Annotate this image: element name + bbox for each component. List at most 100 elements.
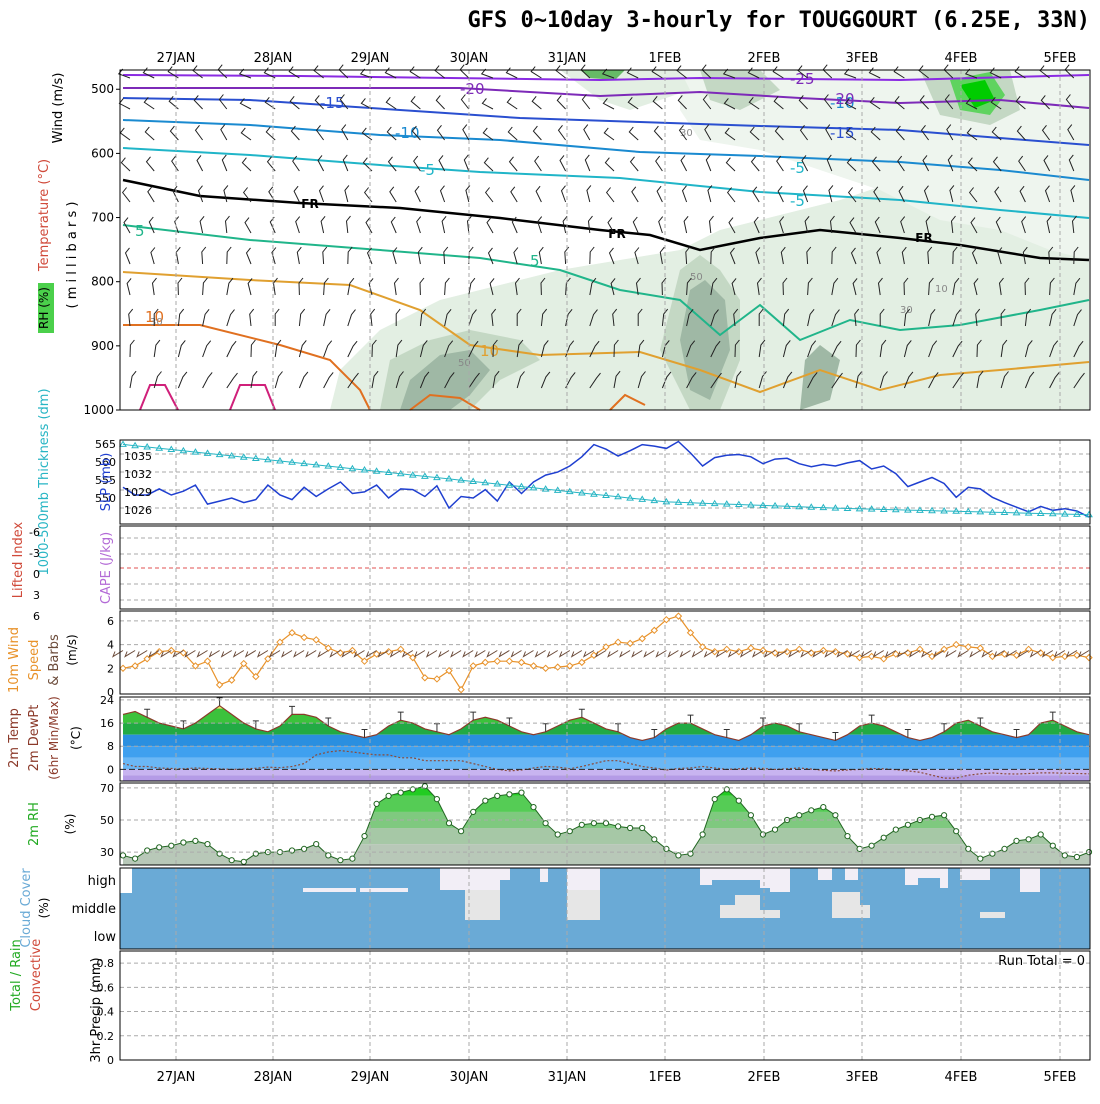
minmax-bar xyxy=(941,723,948,732)
wind-barb xyxy=(992,156,1002,172)
wind-barb xyxy=(126,278,132,296)
wind-barb xyxy=(416,216,422,234)
wind-barb xyxy=(468,340,479,358)
rh-marker xyxy=(856,845,863,853)
wind-barb xyxy=(683,215,689,234)
wind-barb xyxy=(224,215,230,234)
isotherm-1 xyxy=(123,87,1090,109)
wind-barb xyxy=(535,185,542,203)
wind-barb xyxy=(749,126,760,141)
wind-barb xyxy=(989,67,1002,79)
wind-barb xyxy=(613,370,621,389)
thickness-marker xyxy=(517,482,526,490)
thickness-marker xyxy=(577,488,586,496)
wind-barb xyxy=(293,650,305,658)
wind-barb xyxy=(129,370,137,389)
wind-barb xyxy=(993,650,1005,658)
wind-barb xyxy=(128,308,134,327)
ylabel-slp: SLP (mb) xyxy=(99,453,114,512)
run-total-label: Run Total = 0 xyxy=(998,954,1085,969)
thickness-marker xyxy=(710,499,719,507)
wind-barb xyxy=(247,278,253,296)
wind-barb xyxy=(920,124,930,141)
wind-barb xyxy=(829,215,835,234)
rh-marker xyxy=(180,839,187,846)
isotherm-label: 10 xyxy=(480,342,499,360)
rh-band xyxy=(123,786,1089,796)
wind-barb xyxy=(347,246,353,265)
wind-barb xyxy=(608,247,615,265)
wind-barb xyxy=(226,340,237,358)
wind-speed-marker xyxy=(952,640,960,649)
wind-barb xyxy=(661,277,667,296)
isotherm-8 xyxy=(123,324,371,411)
wind-barb xyxy=(729,247,736,265)
isotherm-label: -25 xyxy=(790,70,815,88)
wind-barb xyxy=(538,246,544,265)
rh-shade-top2 xyxy=(560,70,690,110)
minmax-bar xyxy=(977,717,984,726)
minmax-bar xyxy=(361,729,368,738)
wind-barb xyxy=(516,371,525,389)
wind-speed-marker xyxy=(372,650,381,658)
wind-tick-label: 2 xyxy=(107,662,114,675)
rh-band xyxy=(123,844,1089,865)
wind-barb xyxy=(831,340,842,358)
rh-panel-frame xyxy=(119,782,1091,866)
thickness-marker xyxy=(795,502,804,510)
wind-barb xyxy=(928,372,939,389)
minmax-bar xyxy=(144,708,151,718)
rh-band xyxy=(123,795,1089,812)
wind-speed-marker xyxy=(505,657,514,665)
ylabel-2m-rh: 2m RH xyxy=(27,802,42,846)
rh-marker xyxy=(627,824,634,832)
minmax-bar xyxy=(1013,729,1020,738)
wind-speed-marker xyxy=(227,676,236,684)
rh-shade-dark1 xyxy=(400,350,490,410)
cape-tick-label: 3 xyxy=(33,589,40,602)
wind-barb xyxy=(685,246,691,265)
wind-barb xyxy=(876,247,882,265)
wind-barb xyxy=(359,68,373,79)
wind-speed-marker xyxy=(626,639,634,648)
wind-barb xyxy=(121,187,131,203)
wind-barb xyxy=(710,340,721,358)
wind-barb xyxy=(655,155,663,172)
wind-barb xyxy=(879,371,888,389)
wind-speed-marker xyxy=(1012,651,1021,659)
wind-barb xyxy=(486,650,498,658)
wind-barb xyxy=(686,308,694,327)
wind-barb xyxy=(395,308,401,326)
minmax-bar xyxy=(687,714,694,724)
wind-barb xyxy=(970,217,978,234)
wind-barb xyxy=(680,155,688,172)
wind-barb xyxy=(510,650,522,658)
wind-barb xyxy=(1022,246,1028,265)
wind-barb xyxy=(776,650,788,658)
wind-barb xyxy=(175,246,181,265)
thickness-marker xyxy=(324,462,333,469)
rh-marker xyxy=(965,845,972,853)
wind-barb xyxy=(392,247,398,265)
wind-barb xyxy=(540,308,548,327)
temp-tick-label: 8 xyxy=(107,740,114,753)
wind-barb xyxy=(444,372,455,389)
thickness-marker xyxy=(529,483,538,491)
wind-barb xyxy=(990,96,1002,110)
wind-barb xyxy=(1024,277,1030,296)
wind-barb xyxy=(365,217,373,234)
rh-marker xyxy=(325,852,332,859)
wind-barb xyxy=(952,309,961,327)
wind-barb xyxy=(952,340,963,358)
wind-speed-marker xyxy=(819,646,828,655)
upper-panel-frame xyxy=(119,69,1091,411)
wind-barb xyxy=(124,247,131,265)
wind-barb xyxy=(995,216,1002,234)
thickness-marker xyxy=(698,499,707,506)
wind-barbs-upper xyxy=(117,64,1085,389)
rh-marker xyxy=(639,824,646,832)
isotherm-label: -15 xyxy=(830,124,855,142)
thickness-marker xyxy=(686,498,695,506)
wind-barb xyxy=(1024,371,1035,389)
wind-barb xyxy=(177,340,186,358)
